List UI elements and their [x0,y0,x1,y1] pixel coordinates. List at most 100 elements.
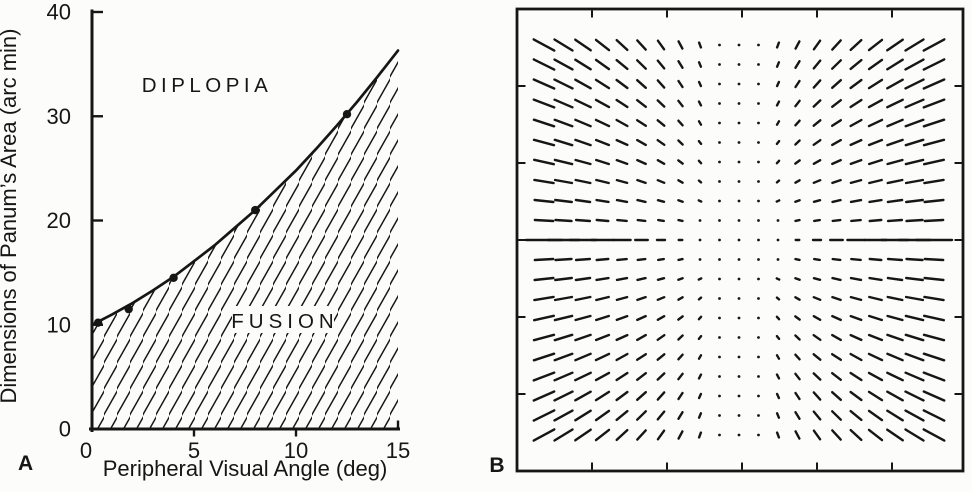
field-segment [831,257,842,262]
field-segment [595,276,610,282]
field-segment [775,100,781,107]
field-dot [757,277,760,281]
field-segment [849,78,863,90]
frame-tick-marks [518,10,962,470]
field-segment [904,38,925,52]
field-segment [794,315,801,321]
field-dot [737,414,741,417]
field-segment [904,138,925,147]
field-segment [923,276,945,282]
field-segment [697,199,703,203]
field-segment [615,58,629,71]
field-segment [904,409,925,422]
field-dot [757,336,760,339]
panel-a: 0 10 20 30 40 0 5 10 15 DIPLOPIA FUSION Peripher… [0,0,410,481]
field-segment [867,352,884,362]
field-segment [656,353,666,361]
field-dot [718,316,721,320]
field-dot [718,238,721,242]
field-segment [775,412,781,419]
field-segment [904,98,925,109]
field-segment [677,159,684,165]
field-segment [532,38,556,52]
field-dot [718,433,721,437]
field-segment [922,78,946,90]
field-dot [718,121,721,125]
field-dot [737,375,741,378]
field-segment [533,178,555,185]
field-segment [677,218,684,223]
field-segment [886,333,904,342]
field-segment [594,118,611,128]
field-segment [922,58,946,71]
field-dot [718,180,721,183]
field-segment [574,138,592,147]
field-segment [812,353,822,361]
field-segment [849,333,863,342]
x-tick-label: 5 [188,438,200,463]
field-segment [794,372,801,381]
field-segment [574,158,592,166]
field-segment [922,138,946,147]
field-segment [636,295,647,302]
field-segment [574,218,592,223]
field-dot [757,355,760,359]
field-segment [904,118,925,128]
fusion-label-backdrop [232,306,334,333]
field-segment [794,218,801,223]
region-label-diplopia: DIPLOPIA [142,74,273,97]
field-segment [794,198,801,204]
field-segment [812,334,822,341]
field-segment [831,178,842,185]
field-segment [831,429,842,441]
field-segment [574,371,592,382]
field-segment [831,410,842,421]
field-segment [904,371,925,382]
field-segment [904,390,925,402]
field-segment [794,353,801,361]
field-segment [574,118,592,128]
field-segment [615,38,629,52]
field-segment [775,431,781,439]
field-segment [677,179,684,184]
field-dot [718,82,721,86]
field-segment [595,295,610,302]
field-segment [656,158,666,166]
field-segment [794,257,801,262]
field-segment [812,198,822,204]
field-dot [718,414,721,417]
field-segment [532,118,556,128]
field-segment [677,411,684,420]
field-segment [574,198,592,204]
field-segment [677,353,684,361]
field-dot [757,297,760,300]
field-segment [553,138,574,147]
field-segment [886,138,904,147]
field-segment [532,371,556,382]
x-tick-label: 15 [386,438,410,463]
field-segment [886,314,904,322]
field-segment [553,178,574,185]
field-segment [574,276,592,282]
field-segment [922,98,946,109]
field-dot [757,199,760,203]
field-segment [554,276,573,282]
field-segment [867,409,884,422]
field-segment [636,353,647,361]
field-dot [737,238,741,242]
field-segment [831,333,842,342]
field-segment [615,409,629,422]
field-segment [595,158,610,166]
field-segment [615,428,629,442]
field-segment [849,371,863,382]
field-segment [594,138,611,147]
field-segment [812,138,822,147]
field-segment [574,390,592,402]
field-segment [553,371,574,382]
field-segment [677,315,684,321]
field-segment [636,391,647,401]
y-tick-label: 30 [47,104,71,129]
field-segment [812,178,822,185]
field-segment [812,372,822,381]
field-segment [636,410,647,421]
